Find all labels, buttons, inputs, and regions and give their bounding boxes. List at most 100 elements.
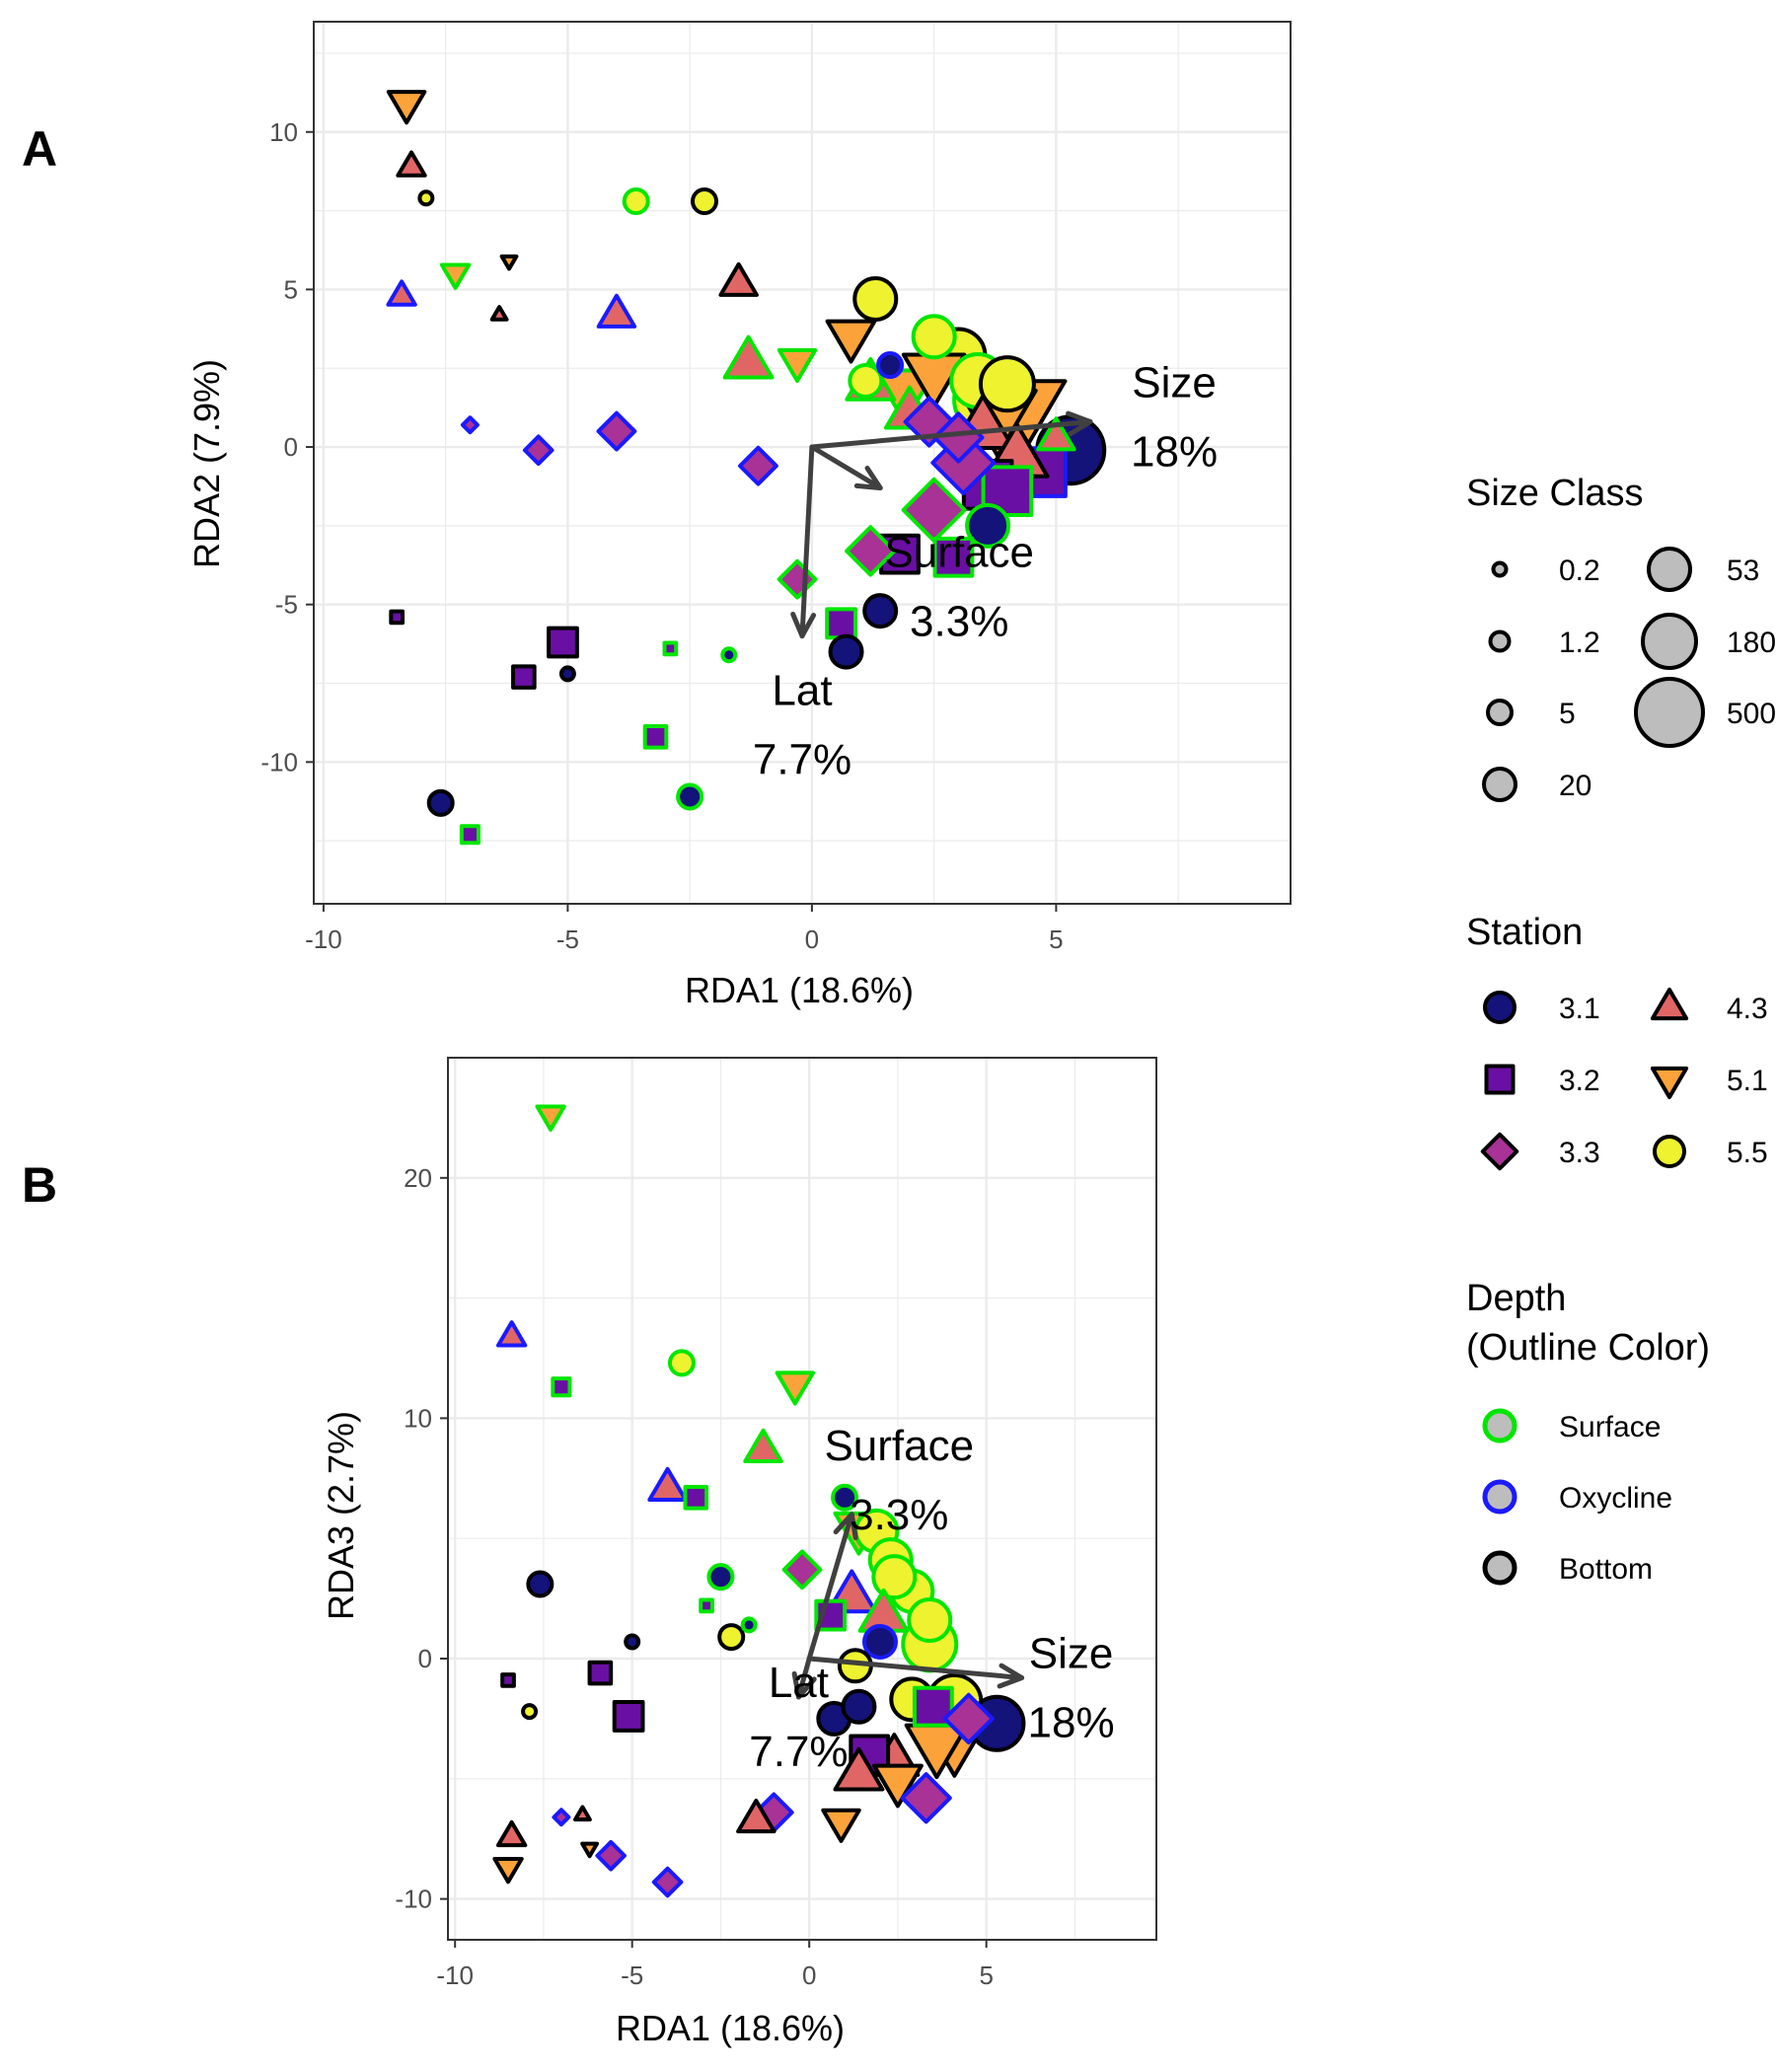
data-point — [848, 362, 884, 399]
y-tick-label: 20 — [404, 1163, 432, 1193]
legend-size-label: 1.2 — [1559, 627, 1600, 659]
x-tick-label: -10 — [305, 925, 342, 954]
data-point — [825, 319, 877, 364]
data-point — [740, 1616, 758, 1634]
vector-label: Surface — [884, 529, 1034, 577]
panel-a-x-ticks: -10 -5 0 5 — [305, 925, 1064, 954]
legend-size-key — [1634, 677, 1705, 748]
data-point — [717, 1623, 746, 1652]
x-tick-label: 0 — [805, 925, 819, 954]
data-point — [662, 640, 679, 657]
legend-size-label: 53 — [1727, 555, 1759, 587]
data-point — [876, 351, 905, 380]
x-tick-label: -5 — [621, 1961, 643, 1990]
vector-percent: 3.3% — [850, 1491, 948, 1539]
vector-percent: 18% — [1131, 427, 1218, 476]
data-point — [495, 1819, 528, 1848]
legend-size-key — [1491, 560, 1509, 578]
legend-depth-label: Bottom — [1559, 1553, 1653, 1586]
vector-label: Size — [1132, 358, 1217, 407]
data-point — [736, 1799, 777, 1834]
x-tick-label: 0 — [802, 1961, 816, 1990]
legend-size-key — [1488, 629, 1512, 653]
legend-depth-label: Surface — [1559, 1411, 1661, 1443]
legend-size-label: 5 — [1559, 698, 1576, 730]
legend-depth-key — [1482, 1408, 1517, 1443]
vector-arrow-shaft — [806, 1512, 854, 1662]
vector-arrow-head — [790, 611, 817, 639]
data-point — [396, 150, 427, 178]
data-point — [833, 1746, 885, 1792]
legend-size-key — [1482, 767, 1517, 802]
data-point — [500, 1672, 516, 1688]
data-point — [781, 1549, 823, 1591]
data-point — [552, 1808, 571, 1827]
plot-border — [447, 1057, 1157, 1941]
vector-arrow-head — [791, 1670, 817, 1700]
data-point — [720, 646, 738, 664]
data-point — [676, 782, 704, 811]
data-point — [596, 293, 637, 329]
y-tick-label: 10 — [269, 117, 298, 147]
legend-size-class-title: Size Class — [1466, 473, 1644, 514]
data-point — [942, 1692, 995, 1745]
vector-arrow-shaft — [795, 1656, 812, 1700]
vector-arrow-head — [833, 1512, 858, 1541]
legend-depth-key — [1482, 1479, 1517, 1515]
data-point — [624, 1633, 641, 1651]
legend-station-key — [1480, 1132, 1519, 1171]
data-point — [722, 334, 775, 380]
vector-percent: 7.7% — [753, 736, 851, 784]
panel-a-tag: A — [22, 121, 57, 177]
vector-percent: 7.7% — [749, 1728, 848, 1776]
legend-station-key — [1484, 1064, 1516, 1095]
data-point — [667, 1349, 696, 1377]
y-tick-label: -5 — [275, 590, 298, 620]
vector-label: Lat — [772, 667, 832, 715]
y-tick-label: 10 — [404, 1403, 432, 1433]
legend-station-label: 3.3 — [1559, 1137, 1600, 1169]
legend-station: Station 3.1 3.2 3.3 4.3 5.1 5.5 — [1466, 912, 1768, 1171]
data-point — [841, 1688, 877, 1725]
legend-station-label: 5.5 — [1727, 1137, 1768, 1169]
x-tick-label: -10 — [436, 1961, 474, 1990]
vector-arrow-shaft — [799, 444, 815, 639]
plot-border — [313, 21, 1292, 905]
panel-b-y-axis-title: RDA3 (2.7%) — [321, 1411, 361, 1620]
panel-a-y-axis-title: RDA2 (7.9%) — [186, 359, 227, 568]
data-point — [426, 788, 455, 817]
data-point — [489, 305, 509, 322]
data-point — [738, 445, 778, 486]
data-point — [596, 410, 637, 452]
panel-a: A Size 18% Surface 3.3% Lat 7.7% -10 -5 0 5 -… — [22, 21, 1292, 1010]
data-point — [647, 1466, 688, 1502]
data-point — [587, 1660, 614, 1686]
data-point — [683, 1484, 709, 1511]
panel-b-plot: Size 18% Surface 3.3% Lat 7.7% — [440, 1057, 1157, 1948]
panel-b-tag: B — [22, 1157, 57, 1213]
vector-label: Lat — [769, 1659, 829, 1707]
data-point — [526, 1570, 555, 1598]
x-tick-label: -5 — [556, 925, 579, 954]
legend-station-label: 3.1 — [1559, 993, 1600, 1025]
vector-arrow-shaft — [809, 444, 883, 491]
legend-size-label: 0.2 — [1559, 555, 1600, 587]
y-tick-label: -10 — [260, 747, 298, 777]
y-tick-label: 0 — [418, 1644, 432, 1673]
legend-size-keys — [1482, 547, 1705, 802]
data-point — [871, 1554, 918, 1600]
data-point — [558, 665, 576, 683]
legend-size-key — [1641, 613, 1698, 670]
legend-station-key — [1653, 1135, 1686, 1168]
legend-depth-label: Oxycline — [1559, 1482, 1672, 1515]
legend-station-key — [1650, 1066, 1689, 1099]
vector-label: Size — [1029, 1629, 1114, 1677]
data-point — [743, 1428, 783, 1463]
legend-depth-keys — [1482, 1408, 1517, 1586]
data-point — [900, 1772, 952, 1824]
data-point — [439, 262, 472, 290]
data-point — [932, 536, 975, 578]
panel-b-x-ticks: -10 -5 0 5 — [436, 1961, 994, 1990]
panel-a-x-axis-title: RDA1 (18.6%) — [685, 970, 914, 1010]
legend-depth-key — [1482, 1550, 1517, 1586]
